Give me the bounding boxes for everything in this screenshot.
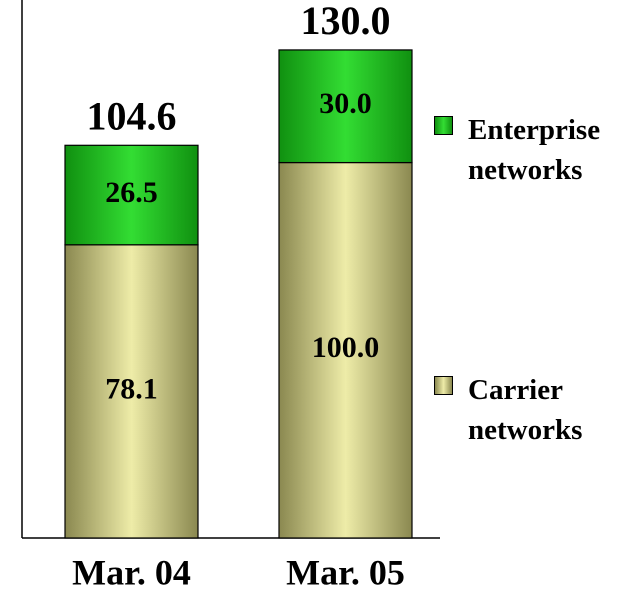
bar-segment bbox=[278, 49, 413, 164]
total-label: 104.6 bbox=[87, 93, 177, 138]
bar-segment bbox=[278, 161, 413, 539]
legend-swatch bbox=[434, 376, 453, 395]
data-label: 30.0 bbox=[319, 87, 372, 120]
data-label: 100.0 bbox=[312, 331, 380, 364]
legend-label: Enterprise networks bbox=[468, 114, 601, 186]
legend-swatch bbox=[434, 116, 453, 135]
x-tick-label: Mar. 04 bbox=[72, 552, 191, 590]
x-tick-label: Mar. 05 bbox=[286, 552, 405, 590]
total-label: 130.0 bbox=[301, 0, 391, 43]
bar-segment bbox=[64, 144, 199, 246]
data-label: 78.1 bbox=[105, 372, 158, 405]
bar-segment bbox=[64, 244, 199, 539]
legend-label: Carrier networks bbox=[468, 374, 583, 446]
data-label: 26.5 bbox=[105, 176, 158, 209]
